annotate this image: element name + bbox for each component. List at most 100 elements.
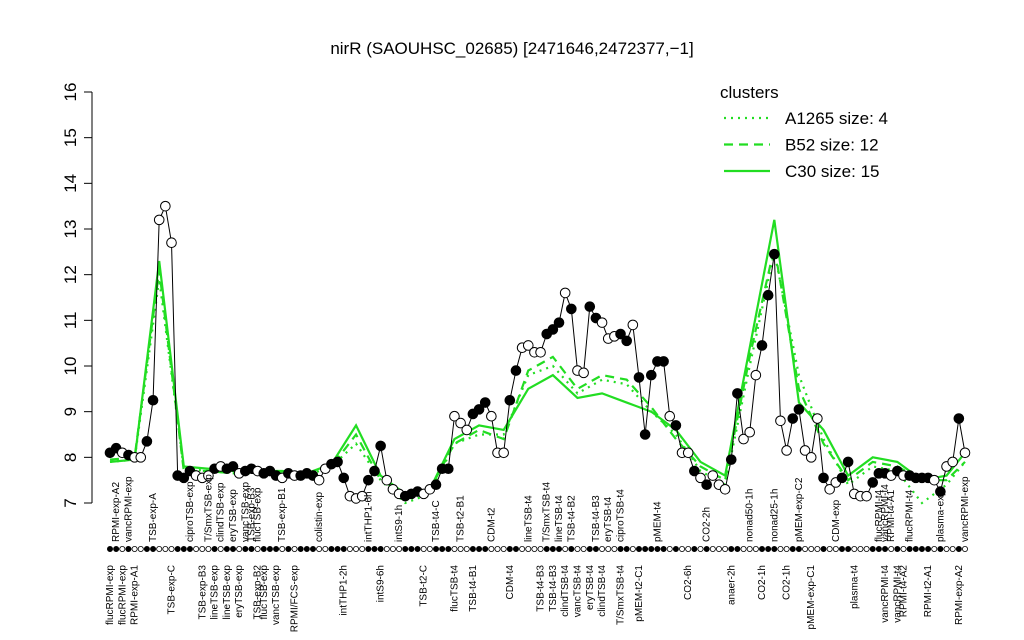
rug-point [599, 546, 606, 553]
rug-point [131, 546, 138, 553]
rug-point [279, 546, 286, 553]
sample-point [615, 328, 626, 340]
rug-point [789, 546, 796, 553]
sample-point [338, 472, 350, 484]
rug-point [285, 546, 292, 553]
x-tick-label: flucTSB-exp [259, 565, 270, 620]
rug-point [389, 546, 396, 553]
x-tick-label: CO2-2h [702, 507, 713, 542]
rug-point [248, 546, 255, 553]
rug-point [371, 546, 378, 553]
rug-point [414, 546, 421, 553]
y-tick-label: 12 [61, 265, 80, 284]
sample-point [356, 490, 368, 502]
rug-point [113, 546, 120, 553]
sample-point [867, 477, 879, 488]
rug-point [266, 546, 273, 553]
x-tick-label: intTHP1-6h [363, 491, 374, 542]
x-tick-label: ciproTSB-t4 [616, 489, 627, 542]
rug-point [476, 546, 483, 553]
rug-point [912, 546, 919, 553]
y-tick-label: 16 [61, 83, 80, 102]
rug-point [580, 546, 587, 553]
sample-point [701, 479, 712, 491]
y-tick-label: 15 [61, 128, 80, 147]
rug-point [556, 546, 563, 553]
x-tick-label: T/SmxTSB-t4 [542, 482, 553, 542]
sample-point [449, 410, 460, 422]
rug-point [863, 546, 870, 553]
sample-point [769, 248, 780, 260]
x-tick-label: clindTSB-t4 [597, 565, 608, 617]
sample-point [695, 472, 706, 484]
x-tick-label: CDM-t2 [486, 507, 497, 542]
x-tick-label: RPMI-exp-A2 [111, 482, 122, 542]
x-tick-label: lineTSB-t4 [523, 495, 534, 542]
cluster-line [109, 251, 966, 505]
rug-point [340, 546, 347, 553]
x-tick-label: TSB-t2-C [419, 565, 430, 607]
rug-point [734, 546, 741, 553]
sample-point [160, 200, 171, 212]
x-tick-label: pMEM-t2-C1 [634, 565, 645, 622]
sample-point [682, 447, 694, 459]
sample-point [430, 479, 442, 491]
x-tick-label: RPMI-exp-A2 [954, 565, 965, 625]
sample-point [799, 445, 811, 456]
rug-point [260, 546, 267, 553]
x-tick-label: vancRPMI-exp [960, 476, 971, 542]
rug-point [383, 546, 390, 553]
rug-point [537, 546, 544, 553]
x-tick-label: TSB-exp-C [167, 565, 178, 614]
rug-point [955, 546, 962, 553]
y-tick-label: 7 [61, 498, 80, 507]
sample-point [479, 397, 491, 408]
rug-point [519, 546, 526, 553]
x-tick-label: vancRPMI-t4 [892, 565, 903, 623]
sample-point [633, 372, 645, 383]
sample-point [805, 452, 817, 463]
sample-point [535, 347, 546, 358]
sample-point [664, 410, 676, 422]
rug-point [156, 546, 163, 553]
sample-point [953, 413, 965, 424]
y-tick-label: 9 [61, 407, 80, 416]
rug-point [334, 546, 341, 553]
sample-point [461, 424, 473, 436]
x-tick-label: eryTSB-exp [228, 489, 239, 542]
rug-point [451, 546, 458, 553]
sample-point [645, 369, 657, 381]
rug-point [346, 546, 353, 553]
sample-point [719, 484, 731, 495]
rug-point [937, 546, 944, 553]
rug-point [543, 546, 550, 553]
sample-point [627, 319, 639, 331]
rug-point [365, 546, 372, 553]
x-tick-label: lineTSB-exp [222, 565, 233, 620]
x-tick-label: flucRPMI-t4 [905, 489, 916, 542]
sample-point [812, 413, 823, 424]
rug-point [568, 546, 575, 553]
rug-point [223, 546, 230, 553]
rug-point [512, 546, 519, 553]
sample-point [947, 456, 958, 468]
sample-point [670, 420, 682, 431]
rug-point [666, 546, 673, 553]
rug-point [328, 546, 335, 553]
rug-point [869, 546, 876, 553]
x-tick-label: TSB-t4-B3 [536, 565, 547, 612]
sample-point [381, 474, 393, 486]
rug-point [377, 546, 384, 553]
x-tick-label: T/SmxTSB-t4 [616, 565, 627, 625]
sample-point [455, 417, 466, 429]
x-tick-label: nonad25-1h [769, 489, 780, 542]
rug-point [309, 546, 316, 553]
sample-point [178, 472, 190, 484]
x-tick-label: flucTSB-t4 [449, 565, 460, 612]
x-tick-label: pMEM-exp-C1 [806, 565, 817, 630]
rug-point [722, 546, 729, 553]
rug-point [433, 546, 440, 553]
rug-point [162, 546, 169, 553]
x-tick-label: eryTSB-t4 [603, 497, 614, 542]
rug-point [242, 546, 249, 553]
